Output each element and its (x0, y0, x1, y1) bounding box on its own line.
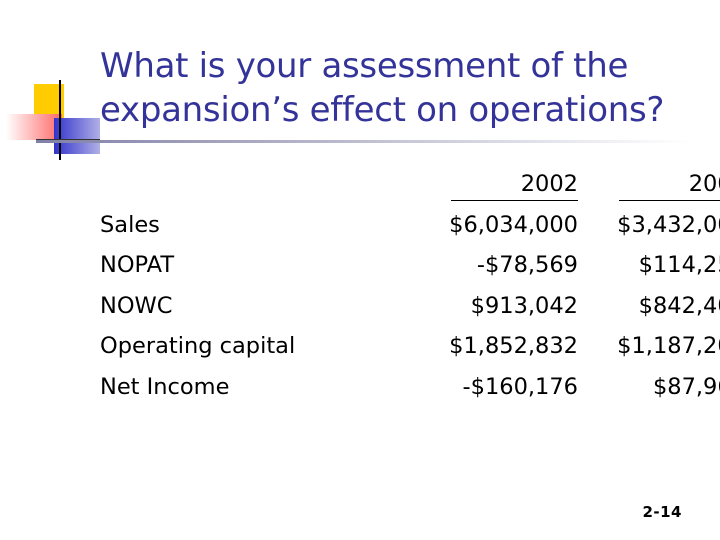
value-2001: $3,432,000 (617, 211, 720, 238)
value-2002: $913,042 (470, 292, 578, 319)
title-divider (36, 140, 690, 143)
row-label: NOPAT (100, 252, 175, 278)
column-header-2002: 2002 (326, 164, 578, 205)
page-number: 2-14 (642, 503, 682, 521)
column-header-2001: 2001 (596, 164, 720, 205)
value-2001: $114,257 (638, 252, 720, 278)
value-2002: $1,852,832 (449, 333, 578, 359)
slide-title: What is your assessment of the expansion… (100, 46, 665, 130)
row-label: Sales (100, 211, 160, 238)
slide-logo-icon (6, 80, 100, 160)
value-2001: $87,960 (652, 373, 720, 400)
value-2002: -$78,569 (476, 252, 578, 278)
value-2001: $1,187,200 (617, 333, 720, 359)
row-label: Net Income (100, 373, 230, 400)
value-2002: $6,034,000 (449, 211, 578, 238)
row-label: NOWC (100, 292, 173, 319)
value-2002: -$160,176 (462, 373, 578, 400)
value-2001: $842,400 (638, 292, 720, 319)
row-label: Operating capital (100, 333, 296, 359)
